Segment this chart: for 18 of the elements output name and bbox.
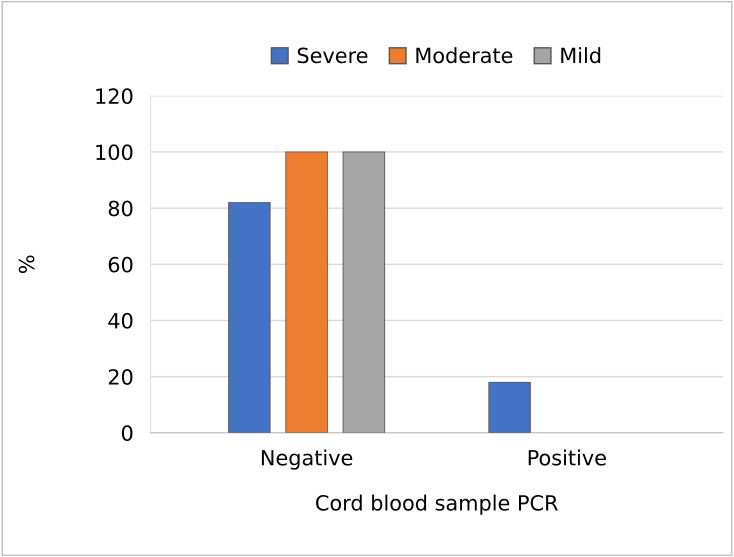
bar [285, 152, 328, 433]
y-tick-label: 20 [108, 369, 132, 385]
y-tick-label: 120 [96, 88, 132, 104]
bar [488, 382, 531, 433]
bar [342, 152, 386, 433]
x-tick-label: Negative [262, 449, 352, 470]
y-tick-label: 40 [108, 312, 132, 329]
y-axis-title: % [18, 256, 34, 274]
legend-label: Severe [298, 48, 368, 64]
y-tick-label: 80 [108, 200, 132, 216]
y-tick-label: 100 [96, 144, 132, 160]
bar [228, 202, 271, 433]
legend-label: Mild [561, 47, 600, 64]
y-tick-label: 0 [122, 425, 132, 441]
x-tick-label: Positive [528, 449, 606, 466]
x-axis-title: Cord blood sample PCR [316, 494, 558, 515]
legend-label: Moderate [416, 47, 512, 64]
y-tick-label: 60 [108, 256, 132, 273]
